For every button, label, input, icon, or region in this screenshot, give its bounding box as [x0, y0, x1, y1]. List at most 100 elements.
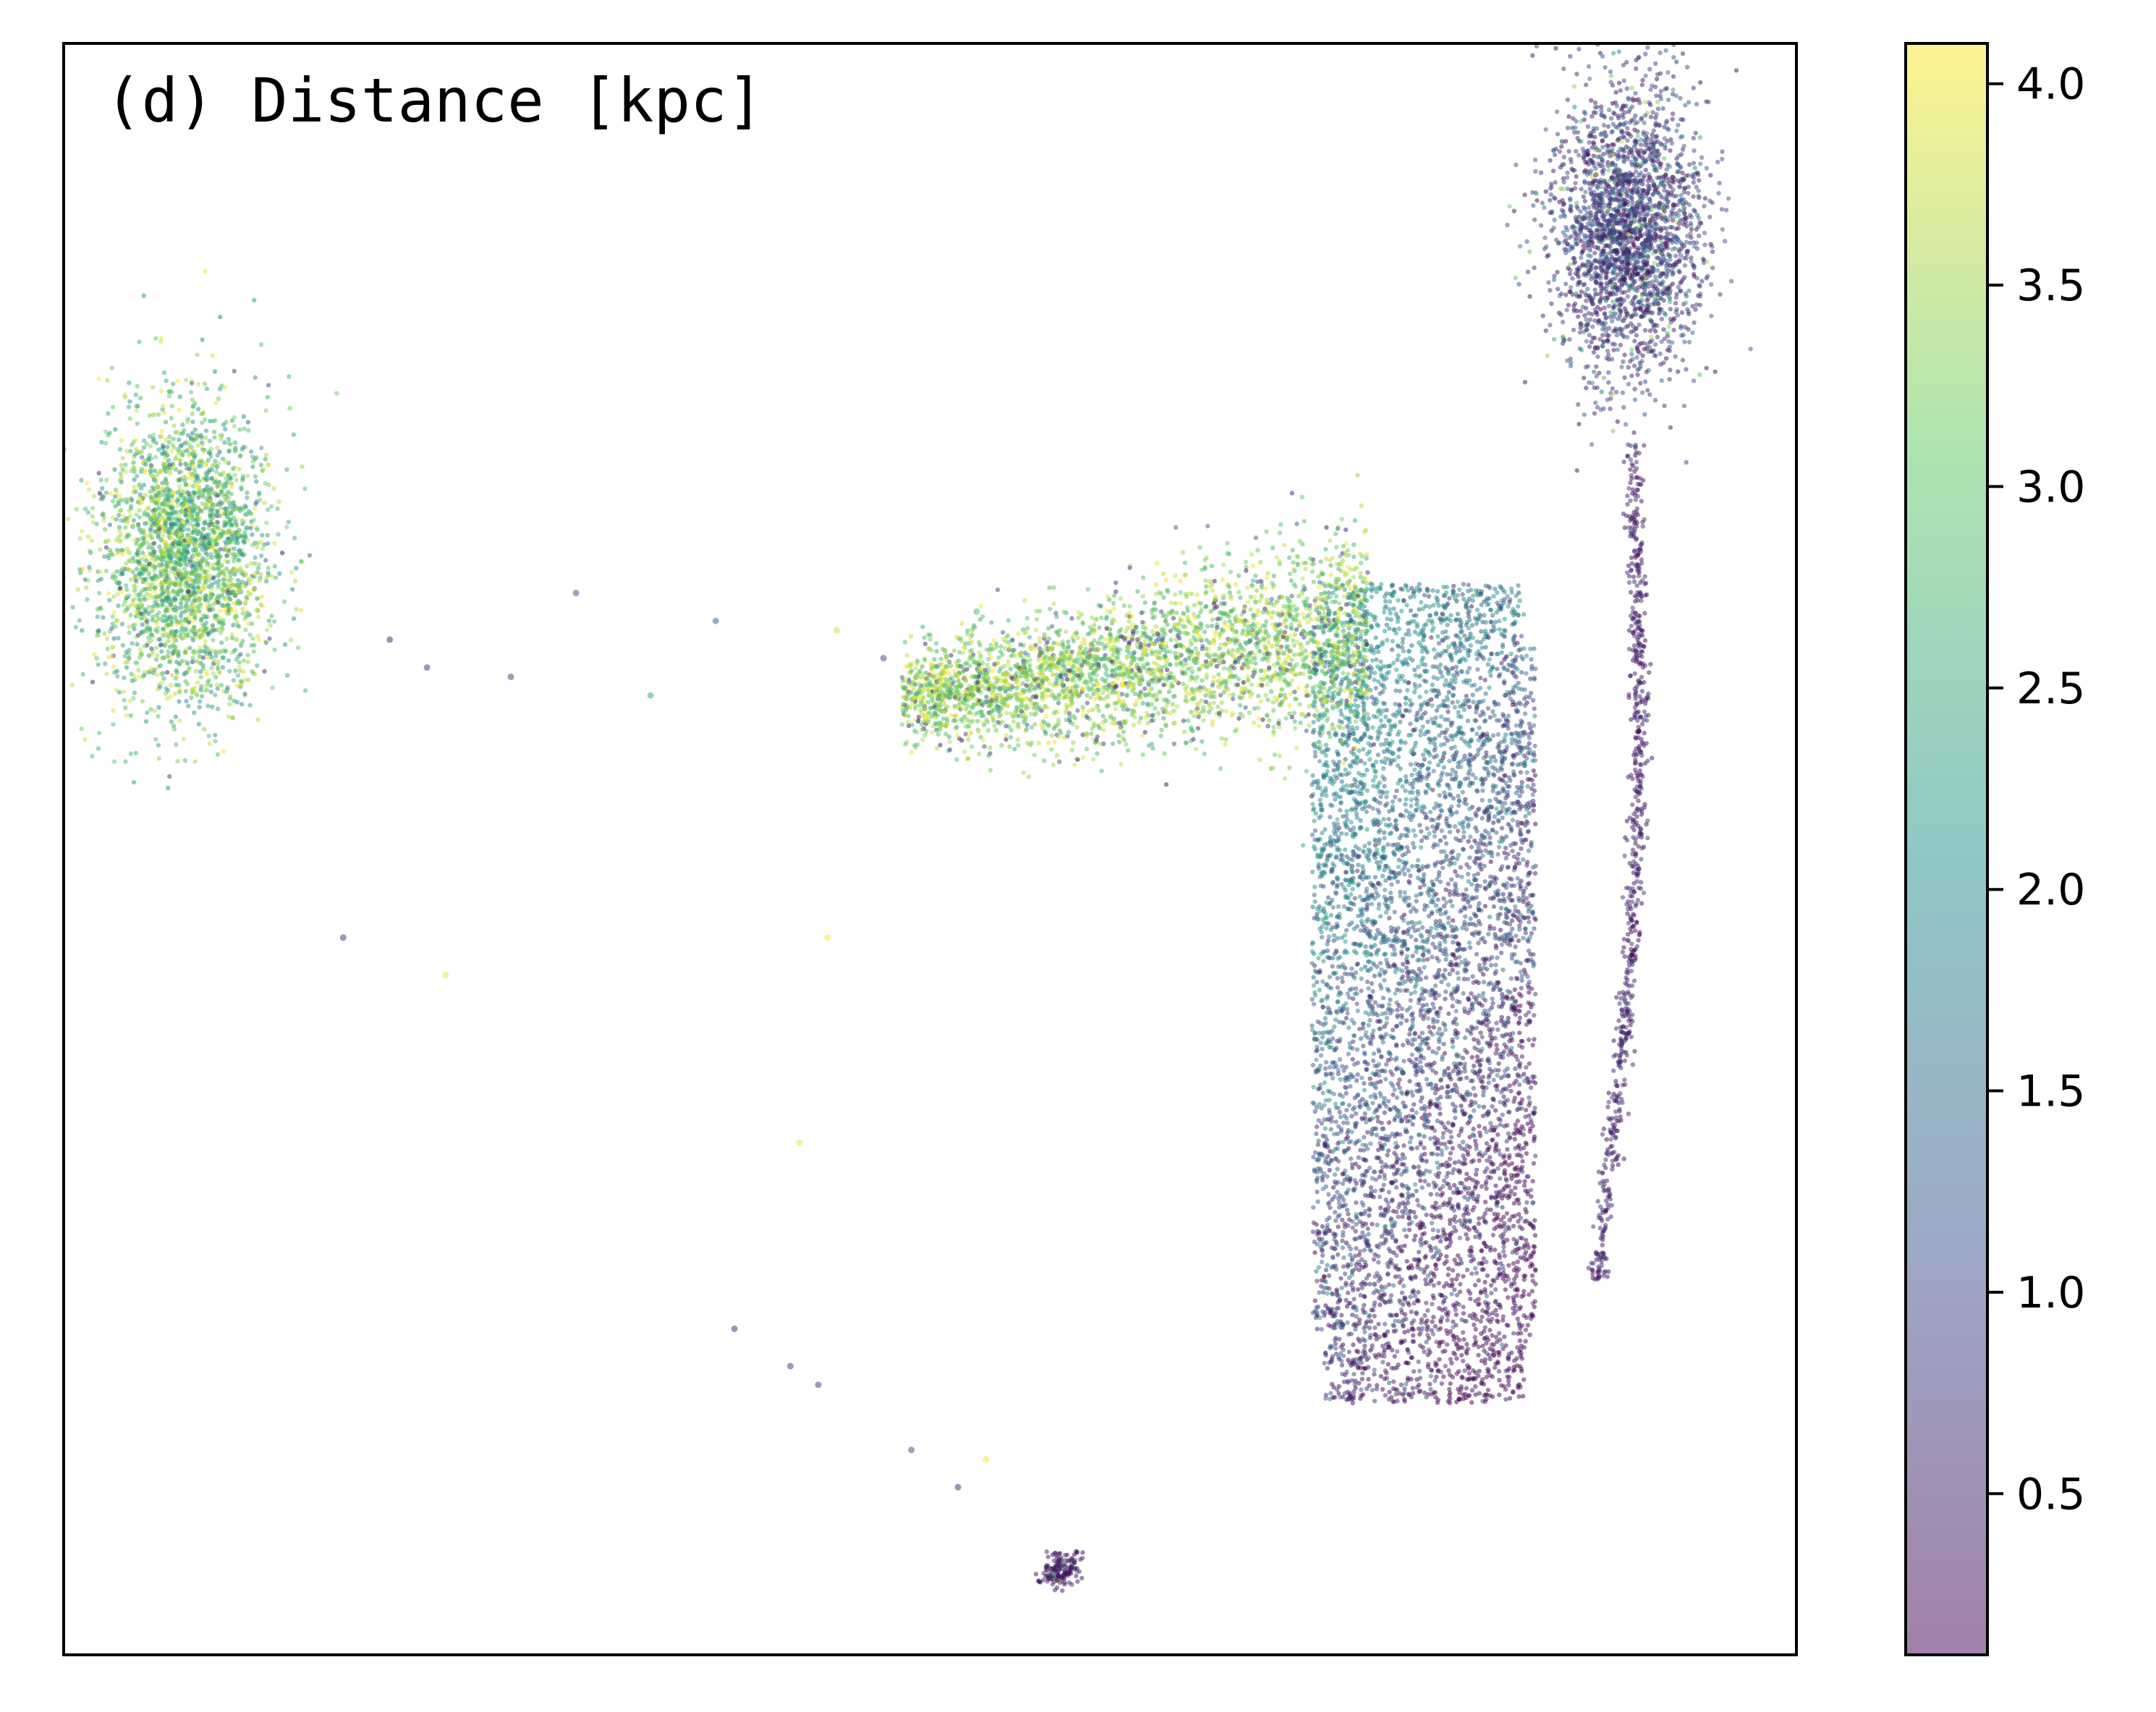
scatter-point: [94, 521, 99, 527]
scatter-point: [1542, 246, 1548, 252]
scatter-point: [239, 506, 245, 511]
scatter-point: [182, 609, 187, 614]
scatter-point: [232, 648, 237, 654]
scatter-point: [156, 562, 162, 567]
scatter-point: [229, 569, 234, 574]
scatter-point: [265, 394, 271, 399]
scatter-point: [1653, 232, 1659, 237]
scatter-point: [1567, 337, 1572, 342]
scatter-point: [195, 588, 200, 593]
scatter-point: [177, 661, 182, 666]
scatter-point: [1643, 291, 1648, 297]
scatter-point: [1717, 180, 1722, 186]
scatter-point: [117, 494, 122, 499]
scatter-point: [1655, 211, 1661, 216]
scatter-point: [1582, 198, 1587, 203]
scatter-point: [1625, 294, 1631, 299]
scatter-point: [276, 532, 281, 537]
scatter-point: [109, 653, 115, 658]
scatter-point: [1642, 173, 1647, 179]
scatter-point: [1634, 66, 1639, 72]
scatter-point: [106, 556, 111, 561]
scatter-point: [1556, 310, 1562, 315]
scatter-point: [135, 660, 140, 666]
scatter-point: [166, 394, 172, 399]
scatter-point: [175, 378, 180, 383]
scatter-point: [144, 507, 149, 512]
scatter-point: [177, 457, 182, 462]
scatter-point: [1651, 128, 1656, 133]
scatter-point: [150, 614, 156, 619]
scatter-point: [119, 551, 125, 556]
scatter-point: [1532, 265, 1537, 271]
scatter-point: [224, 603, 230, 608]
scatter-point: [157, 594, 163, 599]
scatter-point: [208, 486, 214, 491]
scatter-point: [1629, 314, 1634, 320]
scatter-point: [116, 525, 122, 530]
scatter-point: [1680, 357, 1686, 363]
scatter-point: [232, 572, 237, 577]
scatter-point: [1555, 270, 1560, 275]
scatter-point: [232, 368, 237, 373]
scatter-point: [1640, 77, 1645, 83]
scatter-point: [1685, 234, 1690, 239]
scatter-point: [1592, 135, 1597, 140]
scatter-point: [137, 537, 143, 542]
scatter-point: [156, 535, 161, 540]
scatter-point: [1538, 223, 1544, 228]
scatter-point: [213, 469, 218, 474]
scatter-point: [176, 451, 182, 456]
scatter-point: [174, 682, 179, 687]
scatter-point: [1660, 291, 1665, 296]
scatter-point: [1592, 221, 1598, 227]
scatter-point: [1682, 263, 1688, 268]
scatter-point: [1592, 100, 1598, 105]
scatter-point: [159, 649, 164, 654]
scatter-point: [204, 386, 210, 391]
scatter-point: [177, 513, 182, 518]
scatter-point: [176, 653, 181, 658]
scatter-point: [1684, 300, 1689, 305]
scatter-point: [1574, 468, 1579, 473]
scatter-point: [195, 443, 200, 448]
scatter-point: [213, 674, 218, 680]
scatter-point: [206, 532, 211, 537]
scatter-point: [1658, 161, 1663, 166]
scatter-point: [226, 658, 232, 664]
scatter-point: [1635, 247, 1641, 253]
scatter-point: [186, 703, 191, 708]
scatter-point: [135, 550, 140, 556]
scatter-point: [1554, 109, 1560, 114]
scatter-point: [151, 432, 156, 438]
scatter-point: [127, 630, 132, 635]
scatter-point: [130, 640, 135, 646]
scatter-point: [184, 698, 189, 704]
scatter-point: [1652, 352, 1658, 358]
scatter-point: [1614, 333, 1619, 338]
scatter-point: [200, 694, 205, 699]
scatter-point: [1629, 373, 1634, 378]
scatter-point: [1657, 122, 1662, 127]
scatter-point: [184, 595, 190, 600]
scatter-point: [1615, 299, 1620, 304]
scatter-point: [1636, 55, 1641, 61]
scatter-point: [229, 475, 234, 481]
scatter-point: [258, 572, 264, 577]
scatter-point: [1517, 244, 1523, 249]
scatter-point: [196, 464, 201, 469]
scatter-point: [161, 572, 166, 577]
scatter-point: [175, 446, 180, 452]
scatter-point: [190, 463, 195, 468]
scatter-point: [138, 544, 143, 549]
scatter-point: [1573, 180, 1578, 186]
scatter-point: [1559, 291, 1564, 297]
scatter-point: [208, 689, 213, 695]
scatter-point: [119, 622, 125, 627]
scatter-point: [1661, 360, 1666, 365]
scatter-point: [1626, 381, 1631, 386]
scatter-point: [194, 527, 200, 533]
scatter-point: [150, 563, 155, 568]
scatter-point: [234, 583, 239, 588]
scatter-point: [1563, 139, 1569, 144]
